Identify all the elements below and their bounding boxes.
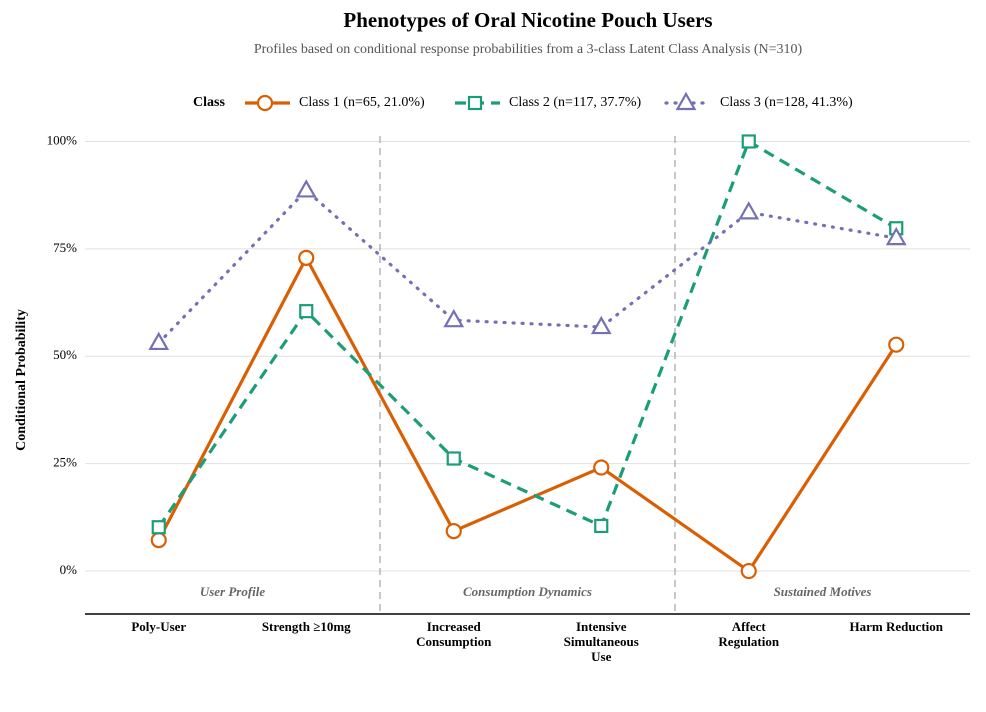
legend-label: Class 2 (n=117, 37.7%) [509,95,642,110]
marker [593,459,610,476]
marker [888,336,905,353]
marker [446,451,461,466]
marker [256,94,274,112]
series-line [157,254,898,574]
series-line [157,188,898,345]
x-tick-label: Poly-User [131,619,186,634]
marker [741,134,756,149]
chart-title: Phenotypes of Oral Nicotine Pouch Users [343,8,712,32]
marker [467,95,483,111]
marker [675,91,697,111]
legend-title: Class [193,95,225,110]
chart-subtitle: Profiles based on conditional response p… [254,42,803,57]
y-tick-label: 25% [53,455,77,470]
marker [151,520,166,535]
marker [148,331,170,351]
marker [443,308,465,328]
group-label: User Profile [200,584,266,599]
y-tick-label: 0% [60,562,78,577]
group-label: Sustained Motives [774,584,872,599]
x-tick-label: Harm Reduction [849,619,943,634]
x-tick-label: Increased Consumption [416,619,492,649]
marker [594,518,609,534]
y-axis-title: Conditional Probability [14,309,29,451]
marker [445,522,462,540]
series-line [157,139,898,529]
marker [298,249,315,266]
marker [740,562,757,580]
y-tick-label: 50% [53,347,77,362]
marker [590,315,612,335]
x-tick-label: Strength ≥10mg [262,619,351,634]
x-tick-label: Intensive Simultaneous Use [564,619,639,664]
group-label: Consumption Dynamics [463,584,592,599]
x-tick-label: Affect Regulation [718,619,779,649]
legend-label: Class 1 (n=65, 21.0%) [299,95,425,110]
marker [885,226,907,246]
marker [150,532,167,549]
marker [299,304,314,319]
legend-label: Class 3 (n=128, 41.3%) [720,95,853,110]
y-tick-label: 75% [53,240,77,255]
marker [738,201,760,220]
marker [295,179,317,198]
y-tick-label: 100% [47,132,78,147]
